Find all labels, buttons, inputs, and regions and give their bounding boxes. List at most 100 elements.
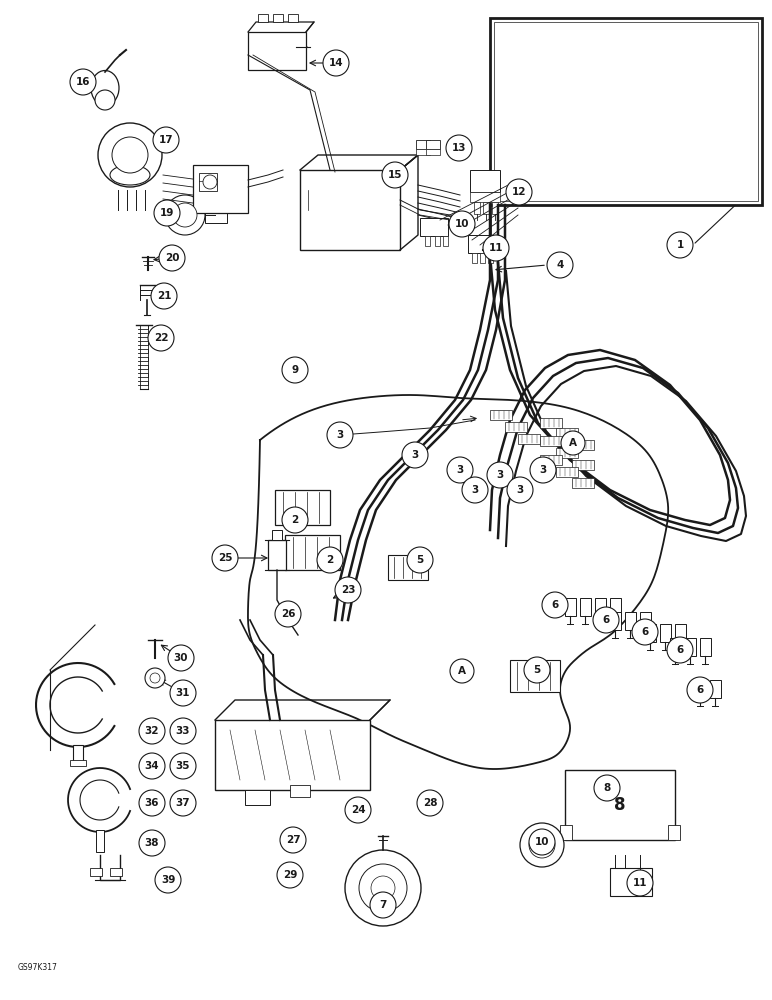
Circle shape [155, 867, 181, 893]
Circle shape [170, 718, 196, 744]
Bar [490, 18, 762, 205]
Circle shape [170, 790, 196, 816]
Circle shape [280, 827, 306, 853]
Text: 20: 20 [164, 253, 179, 263]
Circle shape [667, 637, 693, 663]
Circle shape [70, 69, 96, 95]
Text: 6: 6 [696, 685, 703, 695]
Bar [268, 540, 286, 570]
Text: 33: 33 [176, 726, 190, 736]
Circle shape [667, 232, 693, 258]
Text: 8: 8 [604, 783, 611, 793]
Circle shape [139, 790, 165, 816]
Text: 4: 4 [557, 260, 564, 270]
Text: 6: 6 [642, 627, 648, 637]
Circle shape [402, 442, 428, 468]
Bar [273, 14, 283, 22]
Bar [426, 149, 440, 155]
Bar [518, 434, 540, 444]
Text: 10: 10 [455, 219, 469, 229]
Text: 30: 30 [174, 653, 188, 663]
Bar [199, 173, 217, 191]
Text: 6: 6 [551, 600, 559, 610]
Text: 23: 23 [340, 585, 355, 595]
Bar [645, 624, 656, 642]
Text: 34: 34 [144, 761, 159, 771]
Text: 21: 21 [157, 291, 171, 301]
Circle shape [594, 775, 620, 801]
Circle shape [593, 607, 619, 633]
Circle shape [530, 457, 556, 483]
Circle shape [151, 283, 177, 309]
Bar [288, 14, 298, 22]
Bar [70, 760, 86, 766]
Circle shape [487, 462, 513, 488]
Text: GS97K317: GS97K317 [18, 963, 58, 972]
Circle shape [150, 673, 160, 683]
Bar [193, 165, 248, 213]
Bar [675, 624, 686, 642]
Bar [505, 422, 527, 432]
Bar [73, 745, 83, 765]
Circle shape [159, 245, 185, 271]
Bar [540, 436, 562, 446]
Text: 27: 27 [286, 835, 300, 845]
Text: 2: 2 [327, 555, 334, 565]
Text: 3: 3 [496, 470, 503, 480]
Circle shape [317, 547, 343, 573]
Text: 9: 9 [292, 365, 299, 375]
Text: A: A [569, 438, 577, 448]
Circle shape [170, 680, 196, 706]
Circle shape [165, 195, 205, 235]
Circle shape [561, 431, 585, 455]
Bar [416, 140, 430, 149]
Bar [245, 790, 270, 805]
Bar [96, 830, 104, 852]
Bar [565, 598, 576, 616]
Bar [510, 660, 560, 692]
Text: 35: 35 [176, 761, 190, 771]
Circle shape [153, 127, 179, 153]
Circle shape [371, 876, 395, 900]
Bar [248, 32, 306, 70]
Text: 12: 12 [512, 187, 527, 197]
Text: 10: 10 [535, 837, 549, 847]
Circle shape [359, 864, 407, 912]
Bar [595, 598, 606, 616]
Bar [285, 535, 340, 570]
Circle shape [282, 357, 308, 383]
Bar [90, 868, 102, 876]
Circle shape [524, 657, 550, 683]
Circle shape [170, 753, 196, 779]
Circle shape [323, 50, 349, 76]
Text: 25: 25 [218, 553, 232, 563]
Text: 2: 2 [291, 515, 299, 525]
Circle shape [483, 235, 509, 261]
Circle shape [203, 175, 217, 189]
Text: 11: 11 [633, 878, 647, 888]
Text: 3: 3 [540, 465, 547, 475]
Circle shape [168, 645, 194, 671]
Bar [215, 720, 370, 790]
Circle shape [154, 200, 180, 226]
Bar [474, 202, 480, 214]
Circle shape [370, 892, 396, 918]
Bar [610, 598, 621, 616]
Text: 26: 26 [281, 609, 295, 619]
Circle shape [529, 829, 555, 855]
Circle shape [277, 862, 303, 888]
Bar [492, 202, 498, 214]
Text: 16: 16 [76, 77, 90, 87]
Text: 37: 37 [176, 798, 191, 808]
Text: 24: 24 [350, 805, 365, 815]
Bar [685, 638, 696, 656]
Bar [435, 236, 440, 246]
Text: 39: 39 [161, 875, 175, 885]
Circle shape [382, 162, 408, 188]
Bar [572, 478, 594, 488]
Text: 28: 28 [423, 798, 437, 808]
Text: 1: 1 [676, 240, 684, 250]
Circle shape [335, 577, 361, 603]
Circle shape [627, 870, 653, 896]
Bar [290, 785, 310, 797]
